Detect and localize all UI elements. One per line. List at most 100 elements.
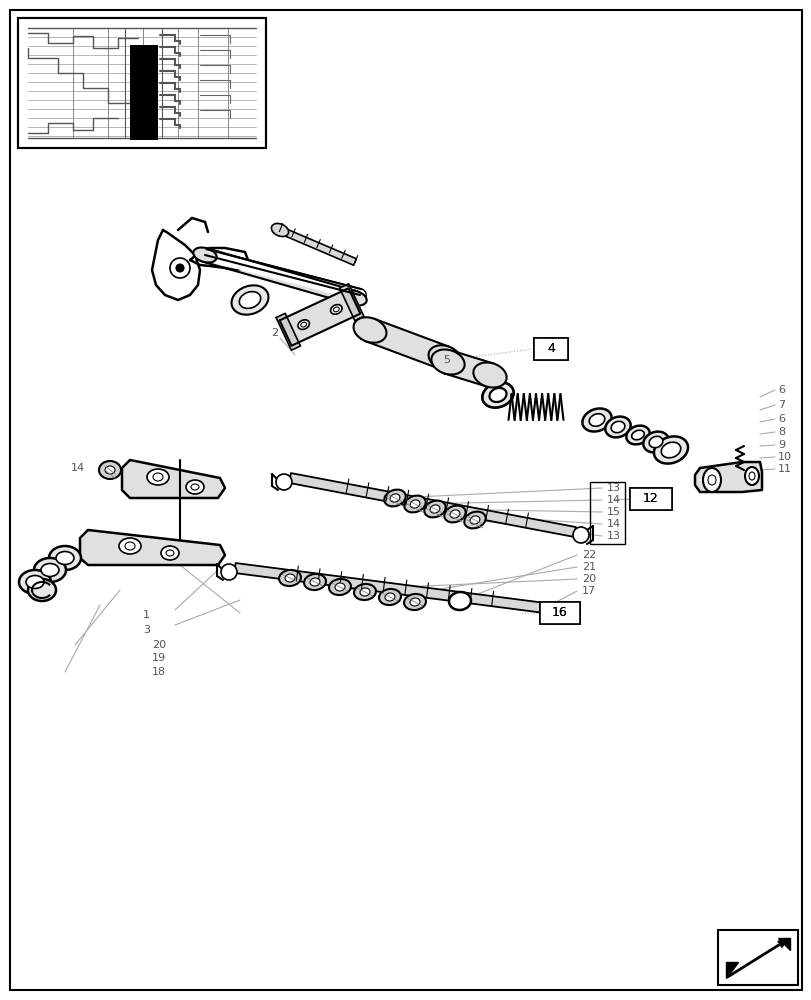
Ellipse shape xyxy=(489,388,506,402)
Ellipse shape xyxy=(328,579,350,595)
Ellipse shape xyxy=(581,408,611,432)
Ellipse shape xyxy=(625,426,649,444)
Ellipse shape xyxy=(125,542,135,550)
Text: 19: 19 xyxy=(152,653,166,663)
Text: 20: 20 xyxy=(152,640,166,650)
Ellipse shape xyxy=(119,538,141,554)
Polygon shape xyxy=(694,462,761,492)
Polygon shape xyxy=(444,351,493,386)
Ellipse shape xyxy=(389,494,399,502)
Ellipse shape xyxy=(473,362,506,388)
Text: 6: 6 xyxy=(777,414,784,424)
Text: 1: 1 xyxy=(143,610,150,620)
Ellipse shape xyxy=(26,576,44,588)
Bar xyxy=(629,488,672,510)
Ellipse shape xyxy=(231,285,268,315)
Text: 6: 6 xyxy=(777,385,784,395)
Bar xyxy=(534,338,568,360)
Text: 22: 22 xyxy=(581,550,595,560)
Text: 12: 12 xyxy=(642,492,658,506)
Circle shape xyxy=(573,527,588,543)
Ellipse shape xyxy=(303,574,325,590)
Ellipse shape xyxy=(34,558,66,582)
Ellipse shape xyxy=(354,584,375,600)
Ellipse shape xyxy=(448,592,470,610)
Ellipse shape xyxy=(279,570,301,586)
Text: 18: 18 xyxy=(152,667,166,677)
Polygon shape xyxy=(276,313,300,350)
Bar xyxy=(534,338,568,360)
Ellipse shape xyxy=(660,442,680,458)
Polygon shape xyxy=(234,563,545,613)
Ellipse shape xyxy=(193,248,217,262)
Ellipse shape xyxy=(333,307,339,312)
Ellipse shape xyxy=(604,417,630,437)
Ellipse shape xyxy=(165,550,174,556)
Ellipse shape xyxy=(748,472,754,480)
Text: 5: 5 xyxy=(443,355,449,365)
Ellipse shape xyxy=(41,564,59,576)
Ellipse shape xyxy=(379,589,401,605)
Text: 16: 16 xyxy=(551,606,567,619)
Text: 17: 17 xyxy=(581,586,595,596)
Ellipse shape xyxy=(449,510,459,518)
Circle shape xyxy=(543,603,558,619)
Polygon shape xyxy=(278,227,356,265)
Ellipse shape xyxy=(161,546,178,560)
Circle shape xyxy=(276,474,292,490)
Bar xyxy=(18,18,266,148)
Text: 14: 14 xyxy=(71,463,85,473)
Polygon shape xyxy=(725,962,737,978)
Ellipse shape xyxy=(105,466,115,474)
Ellipse shape xyxy=(470,516,479,524)
Ellipse shape xyxy=(147,469,169,485)
Ellipse shape xyxy=(28,579,56,601)
Polygon shape xyxy=(289,473,575,537)
Ellipse shape xyxy=(300,322,307,327)
Ellipse shape xyxy=(431,349,464,375)
Ellipse shape xyxy=(152,473,163,481)
Ellipse shape xyxy=(648,436,662,448)
Ellipse shape xyxy=(702,468,720,492)
Bar xyxy=(629,488,672,510)
Text: 2: 2 xyxy=(271,328,278,338)
Ellipse shape xyxy=(330,305,341,314)
Ellipse shape xyxy=(464,512,485,528)
Bar xyxy=(539,602,579,624)
Circle shape xyxy=(221,564,237,580)
Polygon shape xyxy=(80,530,225,565)
Ellipse shape xyxy=(430,505,440,513)
Text: 13: 13 xyxy=(607,483,620,493)
Ellipse shape xyxy=(653,436,687,464)
Text: 8: 8 xyxy=(777,427,784,437)
Polygon shape xyxy=(203,248,357,305)
Ellipse shape xyxy=(410,500,419,508)
Ellipse shape xyxy=(335,583,345,591)
Text: 14: 14 xyxy=(607,495,620,505)
Ellipse shape xyxy=(424,501,445,517)
Ellipse shape xyxy=(707,475,715,485)
Ellipse shape xyxy=(404,594,426,610)
Ellipse shape xyxy=(482,382,513,408)
Text: 12: 12 xyxy=(642,492,658,506)
Bar xyxy=(130,45,158,140)
Ellipse shape xyxy=(56,552,74,564)
Ellipse shape xyxy=(99,461,121,479)
Text: 14: 14 xyxy=(607,519,620,529)
Text: 20: 20 xyxy=(581,574,595,584)
Ellipse shape xyxy=(444,506,466,522)
Ellipse shape xyxy=(19,570,51,594)
Polygon shape xyxy=(339,284,363,321)
Bar xyxy=(539,602,579,624)
Ellipse shape xyxy=(744,467,758,485)
Circle shape xyxy=(169,258,190,278)
Ellipse shape xyxy=(428,345,461,371)
Bar xyxy=(717,930,797,985)
Ellipse shape xyxy=(191,484,199,490)
Text: 16: 16 xyxy=(551,606,567,619)
Bar xyxy=(590,482,624,544)
Polygon shape xyxy=(122,460,225,498)
Ellipse shape xyxy=(589,414,604,426)
Ellipse shape xyxy=(343,291,367,305)
Text: 9: 9 xyxy=(777,440,784,450)
